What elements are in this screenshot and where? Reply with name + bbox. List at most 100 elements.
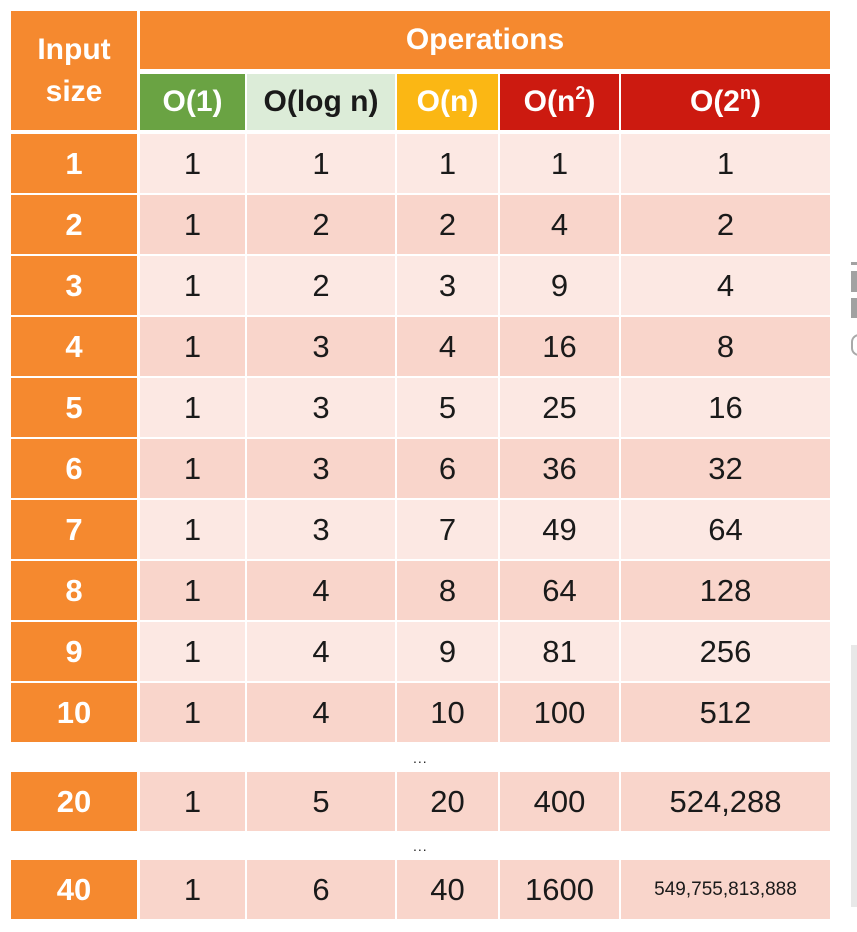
input-size-cell: 20 (11, 772, 137, 831)
operations-cell: 3 (247, 500, 395, 559)
operations-cell: 1 (397, 134, 498, 193)
operations-cell: 1 (140, 256, 245, 315)
operations-cell: 128 (621, 561, 830, 620)
operations-cell: 4 (500, 195, 619, 254)
operations-cell: 5 (247, 772, 395, 831)
operations-cell: 549,755,813,888 (621, 860, 830, 919)
operations-cell: 3 (247, 378, 395, 437)
column-header-exponent: 2 (575, 83, 586, 103)
operations-cell: 1 (140, 378, 245, 437)
ellipsis-separator: ... (413, 838, 428, 854)
column-header-label: O(n2) (523, 83, 596, 119)
column-header-label: O(2n) (690, 83, 761, 119)
operations-cell: 2 (247, 256, 395, 315)
operations-cell: 1 (140, 683, 245, 742)
operations-cell: 36 (500, 439, 619, 498)
column-header: O(1) (140, 74, 245, 130)
input-size-cell: 2 (11, 195, 137, 254)
operations-cell: 3 (247, 439, 395, 498)
operations-cell: 64 (621, 500, 830, 559)
operations-cell: 1 (140, 317, 245, 376)
operations-cell: 1 (500, 134, 619, 193)
operations-cell: 1 (140, 500, 245, 559)
operations-cell: 5 (397, 378, 498, 437)
column-header-tail: ) (751, 85, 761, 118)
operations-cell: 1 (140, 772, 245, 831)
ellipsis-separator: ... (413, 750, 428, 766)
operations-cell: 4 (397, 317, 498, 376)
column-header-base: O(n (523, 85, 576, 118)
operations-cell: 1 (140, 195, 245, 254)
column-header-label: O(log n) (264, 85, 379, 119)
cropped-edge-glyph (851, 262, 857, 292)
operations-cell: 2 (397, 195, 498, 254)
column-header: O(2n) (621, 74, 830, 130)
input-size-cell: 1 (11, 134, 137, 193)
cropped-edge-glyph (851, 298, 857, 318)
column-header: O(n) (397, 74, 498, 130)
column-header: O(n2) (500, 74, 619, 130)
input-size-header: Input size (11, 11, 137, 130)
input-size-cell: 5 (11, 378, 137, 437)
operations-cell: 1 (140, 134, 245, 193)
operations-cell: 6 (247, 860, 395, 919)
operations-cell: 400 (500, 772, 619, 831)
operations-cell: 7 (397, 500, 498, 559)
input-size-cell: 3 (11, 256, 137, 315)
operations-cell: 4 (247, 622, 395, 681)
operations-cell: 32 (621, 439, 830, 498)
operations-cell: 10 (397, 683, 498, 742)
operations-cell: 49 (500, 500, 619, 559)
operations-cell: 1 (140, 561, 245, 620)
operations-cell: 40 (397, 860, 498, 919)
operations-label: Operations (405, 23, 565, 56)
operations-cell: 1 (140, 439, 245, 498)
column-header: O(log n) (247, 74, 395, 130)
operations-cell: 16 (621, 378, 830, 437)
operations-cell: 20 (397, 772, 498, 831)
column-header-tail: ) (585, 85, 596, 118)
operations-cell: 1 (140, 622, 245, 681)
column-header-base: O(1) (162, 85, 223, 118)
input-size-cell: 40 (11, 860, 137, 919)
input-size-label-line2: size (45, 74, 103, 108)
operations-cell: 8 (621, 317, 830, 376)
operations-cell: 1600 (500, 860, 619, 919)
input-size-cell: 9 (11, 622, 137, 681)
operations-cell: 1 (140, 860, 245, 919)
operations-cell: 16 (500, 317, 619, 376)
cropped-edge-glyph (851, 334, 857, 356)
operations-cell: 9 (397, 622, 498, 681)
operations-cell: 2 (247, 195, 395, 254)
operations-cell: 256 (621, 622, 830, 681)
operations-cell: 3 (397, 256, 498, 315)
column-header-exponent: n (740, 83, 751, 103)
input-size-cell: 8 (11, 561, 137, 620)
operations-cell: 1 (621, 134, 830, 193)
input-size-cell: 6 (11, 439, 137, 498)
operations-cell: 4 (247, 683, 395, 742)
column-header-label: O(n) (417, 85, 479, 119)
operations-cell: 25 (500, 378, 619, 437)
operations-cell: 81 (500, 622, 619, 681)
column-header-label: O(1) (163, 85, 223, 119)
operations-cell: 6 (397, 439, 498, 498)
input-size-cell: 4 (11, 317, 137, 376)
operations-cell: 64 (500, 561, 619, 620)
operations-cell: 9 (500, 256, 619, 315)
column-header-base: O(n) (416, 85, 479, 118)
operations-cell: 2 (621, 195, 830, 254)
input-size-label-line1: Input (37, 32, 111, 66)
operations-cell: 100 (500, 683, 619, 742)
operations-cell: 3 (247, 317, 395, 376)
operations-cell: 512 (621, 683, 830, 742)
column-header-base: O(log n) (263, 85, 379, 118)
operations-cell: 1 (247, 134, 395, 193)
operations-cell: 4 (621, 256, 830, 315)
operations-header: Operations (140, 11, 830, 69)
input-size-cell: 10 (11, 683, 137, 742)
operations-cell: 8 (397, 561, 498, 620)
scroll-edge (851, 645, 857, 907)
operations-cell: 524,288 (621, 772, 830, 831)
operations-cell: 4 (247, 561, 395, 620)
